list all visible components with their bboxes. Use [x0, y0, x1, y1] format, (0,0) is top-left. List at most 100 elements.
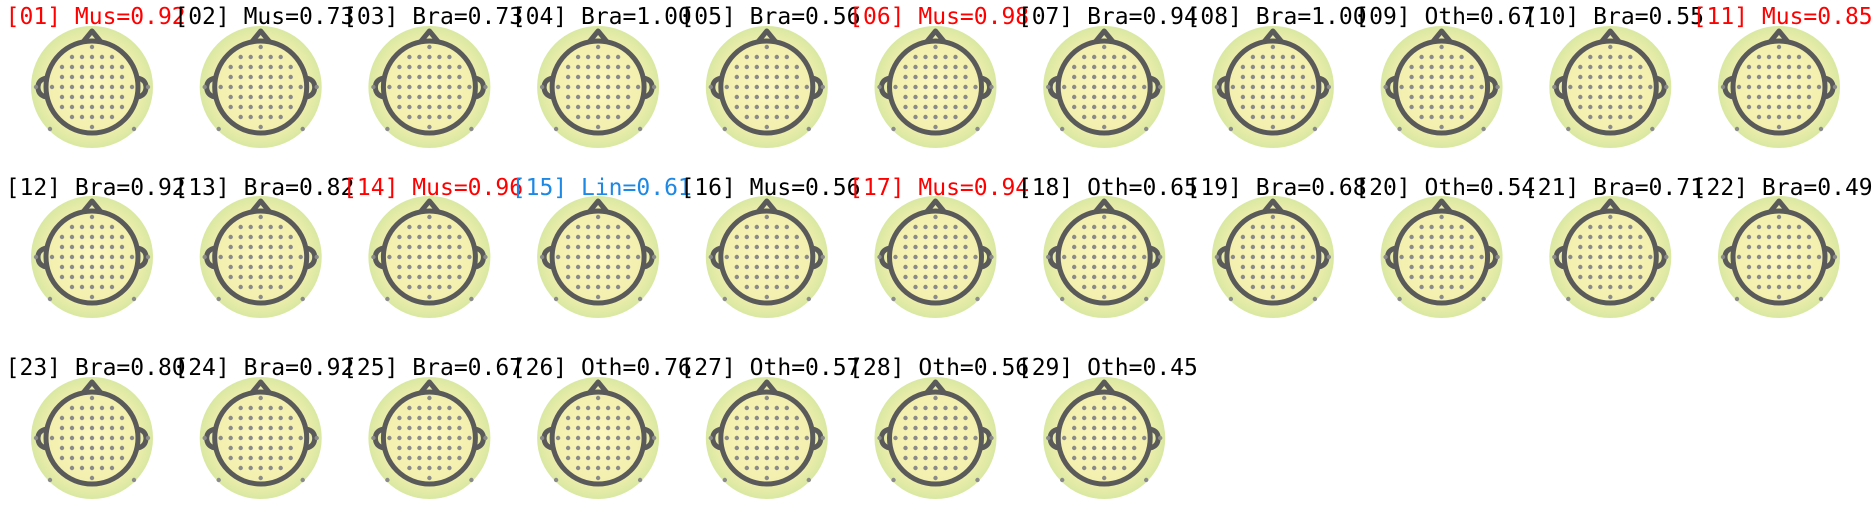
electrode [1608, 64, 1613, 70]
electrode [1786, 54, 1792, 60]
electrode [1290, 254, 1296, 260]
electrode [1102, 124, 1107, 130]
electrode [407, 74, 412, 80]
component-title: [13] Bra=0.82 [174, 175, 354, 201]
electrode [1092, 84, 1097, 90]
component: [09] Oth=0.67 [1355, 4, 1535, 148]
electrode [605, 274, 611, 280]
electrode [1102, 435, 1107, 441]
electrode [1628, 104, 1633, 110]
electrode [963, 415, 968, 421]
electrode [258, 425, 263, 431]
electrode [1290, 54, 1296, 60]
component: [01] Mus=0.92 [6, 4, 186, 148]
electrode [407, 114, 412, 120]
electrode [933, 264, 938, 270]
electrode [447, 274, 452, 280]
electrode [877, 435, 882, 441]
electrode [784, 435, 789, 441]
electrode [1566, 296, 1571, 302]
electrode [228, 445, 233, 451]
electrode [228, 264, 233, 270]
head-nose [587, 198, 610, 214]
electrode [585, 455, 591, 461]
electrode [953, 114, 958, 120]
electrode [1786, 254, 1792, 260]
electrode [913, 54, 918, 60]
electrode [913, 234, 918, 240]
electrode [1419, 84, 1424, 90]
electrode [79, 64, 85, 70]
electrode [794, 84, 799, 90]
electrode [615, 234, 621, 240]
electrode [975, 296, 980, 302]
head-outline [1393, 208, 1491, 306]
electrode [248, 274, 253, 280]
electrode [744, 74, 749, 80]
electrode [1429, 284, 1434, 290]
head-nose [1599, 28, 1622, 44]
electrode [218, 435, 223, 441]
electrode [79, 74, 85, 80]
electrode [427, 455, 432, 461]
head-nose [1093, 198, 1116, 214]
electrode [973, 435, 978, 441]
electrode [258, 405, 263, 411]
electrode [625, 234, 631, 240]
electrode [1578, 274, 1583, 280]
electrode [1132, 234, 1137, 240]
electrode [806, 296, 811, 302]
electrode [1260, 284, 1266, 290]
electrode [595, 94, 601, 100]
electrode [300, 477, 305, 483]
electrode [1459, 234, 1464, 240]
electrode [615, 405, 621, 411]
electrode [238, 465, 243, 471]
electrode [734, 254, 739, 260]
electrode [989, 254, 994, 260]
head-outline [549, 389, 647, 487]
electrode [288, 244, 293, 250]
electrode [565, 435, 571, 441]
electrode [605, 445, 611, 451]
electrode [923, 104, 928, 110]
component-title: [01] Mus=0.92 [6, 4, 186, 30]
electrode [1568, 254, 1573, 260]
electrode [109, 84, 115, 90]
electrode [1260, 74, 1266, 80]
electrode [238, 64, 243, 70]
electrode [754, 284, 759, 290]
electrode [1776, 104, 1782, 110]
electrode [59, 84, 65, 90]
electrode [1270, 74, 1276, 80]
electrode [1796, 284, 1802, 290]
electrode [784, 264, 789, 270]
electrode [89, 284, 95, 290]
electrode [1806, 104, 1812, 110]
electrode [605, 114, 611, 120]
electrode [963, 435, 968, 441]
electrode [605, 64, 611, 70]
electrode [764, 445, 769, 451]
electrode [1608, 294, 1613, 300]
electrode [228, 254, 233, 260]
electrode [1469, 94, 1474, 100]
electrode [953, 435, 958, 441]
electrode [1776, 74, 1782, 80]
electrode [1796, 114, 1802, 120]
component-title: [29] Oth=0.45 [1018, 355, 1198, 381]
electrode [89, 294, 95, 300]
electrode [467, 435, 472, 441]
electrode [1459, 244, 1464, 250]
electrode [89, 435, 95, 441]
electrode [69, 104, 75, 110]
electrode [216, 477, 221, 483]
electrode [754, 435, 759, 441]
electrode [754, 425, 759, 431]
electrode [89, 445, 95, 451]
electrode [1092, 435, 1097, 441]
electrode [109, 54, 115, 60]
electrode [1746, 274, 1752, 280]
electrode [69, 455, 75, 461]
electrode [933, 224, 938, 230]
